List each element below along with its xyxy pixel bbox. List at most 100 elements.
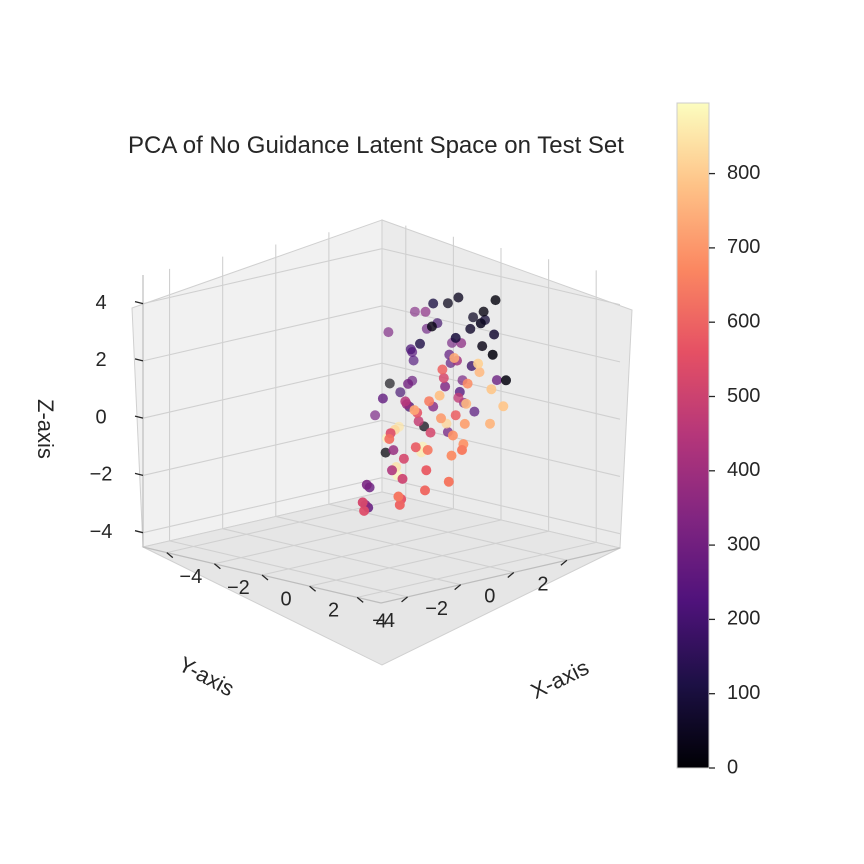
data-point (424, 396, 435, 407)
colorbar-tick-label: 300 (727, 533, 760, 555)
grid-line-y-floor (169, 540, 408, 598)
data-point (490, 295, 501, 306)
data-point (413, 416, 424, 427)
data-point (487, 349, 498, 360)
data-point (409, 306, 420, 317)
data-point (469, 406, 480, 417)
grid-line-y-floor (222, 528, 461, 586)
data-points (357, 292, 511, 516)
data-point (491, 375, 502, 386)
data-point (393, 491, 404, 502)
data-point (377, 393, 388, 404)
data-point (408, 355, 419, 366)
colorbar-gradient (676, 102, 710, 769)
grid-line-z-left (142, 248, 383, 305)
data-point (405, 344, 416, 355)
grid-line-x-floor (261, 519, 502, 576)
data-point (420, 485, 430, 496)
x-tick-label: 4 (376, 611, 387, 633)
colorbar-tick-label: 800 (727, 162, 760, 184)
grid-line-x-floor (357, 541, 597, 598)
data-point (478, 306, 489, 317)
data-point (485, 418, 495, 429)
data-point (457, 445, 467, 455)
data-point (465, 323, 476, 334)
grid-line-y-floor (275, 515, 514, 573)
grid-line-z-left (142, 362, 383, 419)
data-point (359, 505, 370, 516)
data-point (395, 387, 406, 398)
grid-lines (142, 225, 621, 598)
data-point (440, 381, 451, 392)
data-point (410, 442, 421, 453)
x-tick-label: −4 (179, 566, 202, 588)
data-point (434, 390, 445, 401)
data-point (388, 445, 399, 456)
z-tick-mark (134, 358, 144, 362)
x-tick-mark (213, 563, 221, 570)
data-point (459, 418, 470, 429)
data-point (380, 447, 391, 458)
z-tick-mark (134, 530, 144, 534)
colorbar: 0 100 200 300 400 500 600 700 800 (676, 102, 760, 778)
data-point (475, 318, 486, 329)
x-tick-mark (309, 585, 317, 592)
grid-line-y-floor (328, 503, 568, 561)
data-point (384, 434, 395, 444)
axes-panes (131, 219, 633, 666)
x-tick-label: 0 (280, 588, 291, 610)
data-point (398, 453, 409, 464)
x-axis-label: X-axis (527, 655, 593, 704)
grid-line-x-floor (309, 530, 549, 587)
y-tick-label: 2 (537, 574, 548, 596)
data-point (422, 445, 433, 455)
data-point (442, 298, 453, 309)
z-tick-label: 4 (95, 292, 106, 314)
data-point (421, 465, 432, 476)
x-tick-label: 2 (328, 599, 339, 621)
colorbar-tick-label: 400 (727, 459, 760, 481)
data-point (383, 327, 394, 338)
grid-line-z-right (381, 362, 621, 420)
x-tick-label: −2 (227, 577, 250, 599)
y-tick-mark (560, 559, 568, 566)
colorbar-tick-label: 100 (727, 682, 760, 704)
data-point (403, 378, 414, 389)
grid-line-z-right (381, 248, 621, 306)
data-point (449, 353, 460, 363)
colorbar-ticks: 0 100 200 300 400 500 600 700 800 (709, 162, 760, 778)
data-point (361, 479, 372, 490)
colorbar-tick-label: 700 (727, 236, 760, 258)
data-point (462, 378, 473, 389)
colorbar-tick-label: 600 (727, 310, 760, 332)
y-tick-label: −2 (425, 598, 448, 620)
data-point (474, 367, 485, 378)
data-point (468, 312, 479, 323)
z-tick-label: 2 (95, 349, 106, 371)
grid-line-z-left (142, 477, 383, 534)
x-tick-mark (261, 574, 269, 581)
y-axis-line (380, 547, 621, 604)
grid-line-z-left (142, 305, 383, 362)
z-tick-label: 0 (95, 406, 106, 428)
data-point (473, 358, 484, 369)
data-point (489, 329, 500, 340)
x-tick-mark (166, 552, 174, 559)
data-point (436, 413, 446, 424)
data-point (447, 430, 458, 441)
z-tick-label: −4 (90, 521, 113, 543)
data-point (370, 410, 381, 421)
data-point (461, 398, 472, 409)
data-point (501, 375, 511, 386)
data-point (420, 306, 431, 317)
data-point (397, 473, 408, 484)
data-point (438, 373, 449, 383)
data-point (387, 465, 397, 476)
grid-line-z-right (381, 305, 621, 363)
data-point (409, 405, 420, 416)
colorbar-tick-label: 500 (727, 385, 760, 407)
z-tick-mark (134, 301, 144, 305)
data-point (384, 378, 395, 389)
